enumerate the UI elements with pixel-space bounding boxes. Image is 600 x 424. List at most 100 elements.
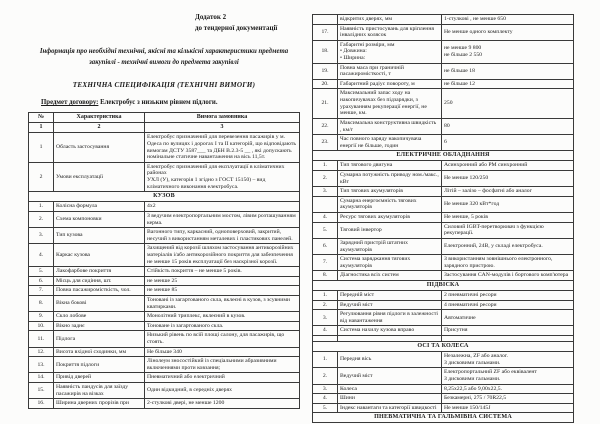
row-characteristic: Тяговий інвертор (337, 221, 442, 239)
row-requirement: 4х2 (144, 201, 300, 212)
row-characteristic: Привід дверей (53, 372, 145, 384)
annex-line-2: до тендерної документації (195, 23, 278, 32)
right-column: відкритих дверях, мм 1-стулкові , не менш… (312, 14, 574, 424)
row-characteristic: Лакофарбове покриття (53, 266, 145, 277)
table-row: 22. Максимальна конструктивна швидкість ,… (312, 117, 574, 136)
row-characteristic: Висота вхідної сходинки, мм (53, 346, 145, 358)
table-row: 7. Система заряджання тягових акумуляторі… (312, 254, 574, 272)
row-requirement: Присутня (441, 325, 574, 337)
row-requirement: Безкамерні, 275 / 70R22,5 (441, 393, 574, 404)
row-num: 7. (28, 285, 54, 296)
row-num: 12. (28, 346, 54, 358)
row-requirement: З ведучим електропортальним мостом, ліви… (144, 210, 300, 229)
row-characteristic: Система нахилу кузова вправо (337, 325, 442, 337)
row-num: 8. (312, 270, 338, 281)
row-characteristic: Тип тягових акумуляторів (337, 186, 442, 197)
row-requirement: Не менше 120/250 (441, 170, 574, 188)
table-row: відкритих дверях, мм 1-стулкові , не менш… (312, 14, 574, 25)
row-num: 4. (312, 212, 338, 223)
table-row: Сумарна енергоємність тягових акумулятор… (312, 195, 574, 214)
section-title: ЕЛЕКТРИЧНЕ ОБЛАДНАННЯ (312, 150, 574, 162)
row-characteristic: Ресурс тягових акумуляторів (337, 212, 442, 223)
row-characteristic: Вікна бокові (53, 294, 145, 313)
section-row: ОСІ ТА КОЛЕСА (312, 341, 574, 353)
table-row: 3. Тип тягових акумуляторів Літій – залізо… (312, 186, 574, 197)
table-colnumber-row: 1 2 3 (28, 122, 300, 134)
row-num: 3. (312, 383, 338, 395)
right-table-body: відкритих дверях, мм 1-стулкові , не менш… (312, 14, 574, 424)
table-row: 2. Ведучий міст Електропортальний ZF або е… (312, 367, 574, 385)
row-characteristic: Зарядний пристрій штатних акумуляторів (337, 237, 442, 256)
row-characteristic: Тип кузова (53, 227, 145, 245)
row-characteristic: Покриття підлоги (53, 356, 145, 374)
row-characteristic: Скло лобове (53, 311, 145, 322)
row-num: 1. (312, 351, 338, 369)
table-row: 5. Тяговий інвертор Силовий IGBT-перетворю… (312, 221, 574, 239)
subject-line: Предмет договору: Електробус з низьким р… (41, 99, 300, 106)
row-characteristic: Умови експлуатації (53, 161, 145, 193)
table-row: 13. Покриття підлоги Лінолеум зносостійкий… (28, 356, 300, 374)
row-characteristic: Габаритні розміри, мм • Довжина: • Ширин… (337, 39, 442, 64)
row-num: 4. (28, 243, 54, 268)
row-characteristic: Ведучий міст (337, 367, 442, 385)
row-num: 1 (28, 132, 54, 163)
row-num: 6. (28, 275, 54, 287)
table-row: 18. Габаритні розміри, мм • Довжина: • Ши… (312, 39, 574, 64)
row-requirement: Вагонного типу, каркасний, одноповерхови… (144, 227, 300, 245)
row-requirement: 1-стулкові , не менше 650 (441, 14, 574, 25)
col-header-characteristic: Характеристика (53, 112, 145, 124)
row-num: 8. (28, 294, 54, 313)
row-characteristic: Вікно заднє (53, 320, 145, 332)
row-characteristic: Габаритний радіус повороту, м (337, 78, 442, 90)
row-num: 2. (28, 210, 54, 229)
spec-table-left: № Характеристика Вимога замовника 1 2 3 … (28, 112, 300, 409)
row-num: 21. (312, 88, 338, 119)
row-num: 1. (312, 160, 338, 172)
table-row: 12. Висота вхідної сходинки, мм Не більше … (28, 346, 300, 358)
info-paragraph: Інформація про необхідні технічні, якісн… (39, 47, 289, 66)
row-requirement: Автоматичне (441, 309, 574, 327)
row-requirement: Низький рівень по всій площі салону, для… (144, 330, 300, 348)
table-row: 4. Система нахилу кузова вправо Присутня (312, 325, 574, 337)
spec-title: ТЕХНІЧНА СПЕЦИФІКАЦІЯ (ТЕХНІЧНІ ВИМОГИ) (72, 81, 256, 90)
col-number-3: 3 (144, 122, 300, 134)
row-num: 11. (28, 330, 54, 348)
table-row: 5. Лакофарбове покриття Стійкість покриття… (28, 266, 300, 277)
table-row: 7. Повна пасажиромісткість, чол. не менше … (28, 285, 300, 296)
row-requirement: 6 (441, 134, 574, 152)
left-column: Додаток 2 до тендерної документації Інфо… (28, 12, 300, 409)
row-requirement: Тоновані із загартованого скла, вклеєні … (144, 294, 300, 313)
row-characteristic: Область застосування (53, 132, 145, 163)
row-requirement: Електропортальний ZF або еквівалент З ди… (441, 367, 574, 385)
row-requirement: Захищений від корозії шляхом застосуванн… (144, 243, 300, 268)
row-requirement: Монолітний триплекс, вклеєний в кузов. (144, 311, 300, 322)
subject-value: Електробус з низьким рівнем підлоги. (98, 99, 218, 107)
table-row: 5. Індекс навантаги та категорії швидкост… (312, 402, 574, 414)
row-characteristic: Індекс навантаги та категорії швидкості (337, 402, 442, 414)
table-row: 9. Скло лобове Монолітний триплекс, вклеєн… (28, 311, 300, 322)
table-row: 1. Передня вісь Незалежна, ZF або аналог. … (312, 351, 574, 369)
row-requirement: Асинхронний або PM синхронний (441, 160, 574, 172)
table-row: 11. Підлога Низький рівень по всій площі с… (28, 330, 300, 348)
row-num: 16. (28, 398, 54, 409)
row-characteristic: Колеса (337, 383, 442, 395)
row-requirement: З використанням зовнішнього електронного… (441, 254, 574, 272)
row-requirement: Тоноване із загартованого скла. (144, 320, 300, 332)
row-num: 1. (28, 201, 54, 212)
section-row: ПІДВІСКА (312, 279, 574, 292)
row-characteristic: Повна пасажиромісткість, чол. (53, 285, 145, 296)
row-characteristic: Регулювання рівня підлоги в залежності в… (337, 309, 442, 327)
table-row: 3. Тип кузова Вагонного типу, каркасний, о… (28, 227, 300, 245)
row-num: 22. (312, 117, 338, 136)
row-num: 7. (312, 254, 338, 272)
table-row: 1. Тип тягового двигуна Асинхронний або PM… (312, 160, 574, 172)
row-num (312, 195, 338, 214)
row-characteristic: Ведучий міст (337, 299, 442, 311)
table-row: 2. Сумарна потужність приводу ном./макс.,… (312, 170, 574, 188)
table-row: 4. Ресурс тягових акумуляторів Не менше, 5… (312, 212, 574, 223)
section-row: ЕЛЕКТРИЧНЕ ОБЛАДНАННЯ (312, 150, 574, 162)
section-row: КУЗОВ (28, 191, 300, 203)
annex-block: Додаток 2 до тендерної документації (195, 12, 300, 34)
row-characteristic: Максимальна конструктивна швидкість , км… (337, 117, 442, 136)
row-requirement: 4 пневматичні ресори (441, 299, 574, 311)
